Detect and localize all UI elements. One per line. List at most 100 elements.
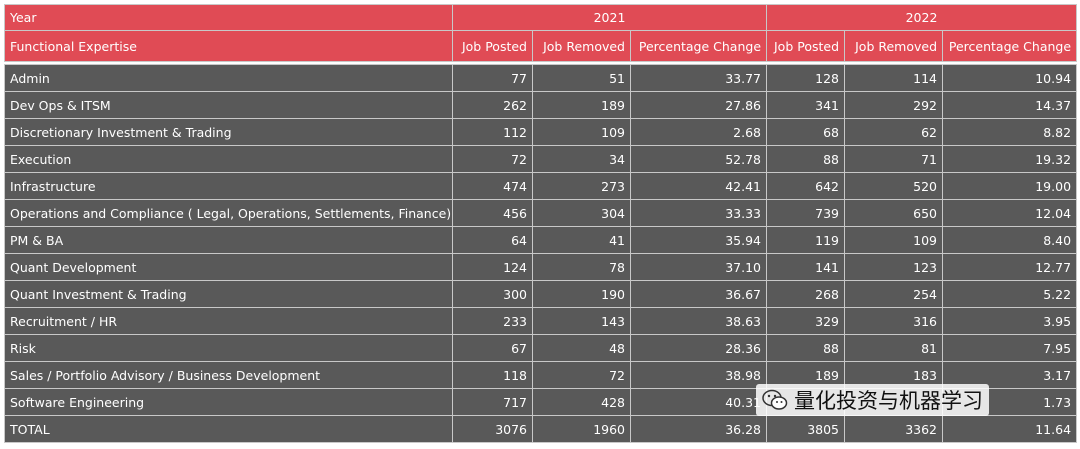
cell: 28.36 (629, 334, 768, 362)
cell: 118 (452, 361, 533, 389)
cell: 119 (766, 226, 846, 254)
cell: 190 (532, 280, 631, 308)
cell: 71 (844, 145, 944, 173)
cell: 7.95 (942, 334, 1078, 362)
cell: 739 (766, 199, 846, 227)
table-row: Admin 77 51 33.77 128 114 10.94 (4, 64, 1078, 92)
cell: 52.78 (629, 145, 768, 173)
table-row: Execution 72 34 52.78 88 71 19.32 (4, 145, 1078, 173)
row-name: Quant Development (4, 253, 453, 281)
cell: 124 (452, 253, 533, 281)
cell: 642 (766, 172, 846, 200)
row-name: PM & BA (4, 226, 453, 254)
row-name: Sales / Portfolio Advisory / Business De… (4, 361, 453, 389)
column-header: Job Removed (844, 30, 944, 62)
row-name: Risk (4, 334, 453, 362)
cell: 143 (532, 307, 631, 335)
table-row: Recruitment / HR 233 143 38.63 329 316 3.95 (4, 307, 1078, 335)
cell: 650 (844, 199, 944, 227)
row-name: Discretionary Investment & Trading (4, 118, 453, 146)
cell: 36.67 (629, 280, 768, 308)
cell: 262 (452, 91, 533, 119)
cell: 36.28 (629, 415, 768, 443)
table-row: Dev Ops & ITSM 262 189 27.86 341 292 14.37 (4, 91, 1078, 119)
row-name: Quant Investment & Trading (4, 280, 453, 308)
cell: 114 (844, 64, 944, 92)
row-name: Admin (4, 64, 453, 92)
row-name: TOTAL (4, 415, 453, 443)
cell: 128 (766, 64, 846, 92)
cell: 300 (452, 280, 533, 308)
cell: 19.00 (942, 172, 1078, 200)
cell: 38.63 (629, 307, 768, 335)
table-row: Quant Development 124 78 37.10 141 123 12.77 (4, 253, 1078, 281)
table-row: Infrastructure 474 273 42.41 642 520 19.00 (4, 172, 1078, 200)
cell: 38.98 (629, 361, 768, 389)
cell: 329 (766, 307, 846, 335)
cell: 51 (532, 64, 631, 92)
watermark-text: 量化投资与机器学习 (794, 389, 983, 413)
cell: 62 (844, 118, 944, 146)
year-label: Year (4, 4, 453, 31)
cell: 3076 (452, 415, 533, 443)
cell: 48 (532, 334, 631, 362)
cell: 81 (844, 334, 944, 362)
cell: 341 (766, 91, 846, 119)
row-name: Execution (4, 145, 453, 173)
cell: 428 (532, 388, 631, 416)
row-name: Dev Ops & ITSM (4, 91, 453, 119)
cell: 109 (532, 118, 631, 146)
cell: 88 (766, 145, 846, 173)
cell: 3805 (766, 415, 846, 443)
table-row: Discretionary Investment & Trading 112 109… (4, 118, 1078, 146)
cell: 141 (766, 253, 846, 281)
column-header: Job Removed (532, 30, 631, 62)
row-name: Software Engineering (4, 388, 453, 416)
cell: 72 (532, 361, 631, 389)
cell: 123 (844, 253, 944, 281)
cell: 189 (532, 91, 631, 119)
cell: 72 (452, 145, 533, 173)
cell: 456 (452, 199, 533, 227)
cell: 67 (452, 334, 533, 362)
column-row: Functional Expertise Job Posted Job Remov… (4, 30, 1078, 62)
table-row: Software Engineering 717 428 40.31 1.73 (4, 388, 1078, 416)
column-header: Job Posted (766, 30, 846, 62)
cell: 12.04 (942, 199, 1078, 227)
cell: 77 (452, 64, 533, 92)
cell: 273 (532, 172, 631, 200)
cell: 33.77 (629, 64, 768, 92)
cell: 109 (844, 226, 944, 254)
table-row: PM & BA 64 41 35.94 119 109 8.40 (4, 226, 1078, 254)
cell: 1960 (532, 415, 631, 443)
cell: 35.94 (629, 226, 768, 254)
cell: 3362 (844, 415, 944, 443)
table-row: Risk 67 48 28.36 88 81 7.95 (4, 334, 1078, 362)
cell: 27.86 (629, 91, 768, 119)
year-header: 2021 (451, 4, 768, 31)
cell: 40.31 (629, 388, 768, 416)
cell: 8.82 (942, 118, 1078, 146)
column-header: Percentage Change (942, 30, 1078, 62)
year-header: 2022 (766, 4, 1078, 31)
cell: 19.32 (942, 145, 1078, 173)
wechat-icon (762, 389, 788, 410)
column-header: Percentage Change (629, 30, 768, 62)
cell: 5.22 (942, 280, 1078, 308)
row-name: Operations and Compliance ( Legal, Opera… (4, 199, 453, 227)
cell: 292 (844, 91, 944, 119)
row-label-header: Functional Expertise (4, 30, 453, 62)
cell: 10.94 (942, 64, 1078, 92)
table-row: TOTAL 3076 1960 36.28 3805 3362 11.64 (4, 415, 1078, 443)
cell: 78 (532, 253, 631, 281)
cell: 3.95 (942, 307, 1078, 335)
cell: 42.41 (629, 172, 768, 200)
cell: 268 (766, 280, 846, 308)
cell: 2.68 (629, 118, 768, 146)
row-name: Recruitment / HR (4, 307, 453, 335)
cell: 41 (532, 226, 631, 254)
table-row: Operations and Compliance ( Legal, Opera… (4, 199, 1078, 227)
cell: 11.64 (942, 415, 1078, 443)
cell: 717 (452, 388, 533, 416)
